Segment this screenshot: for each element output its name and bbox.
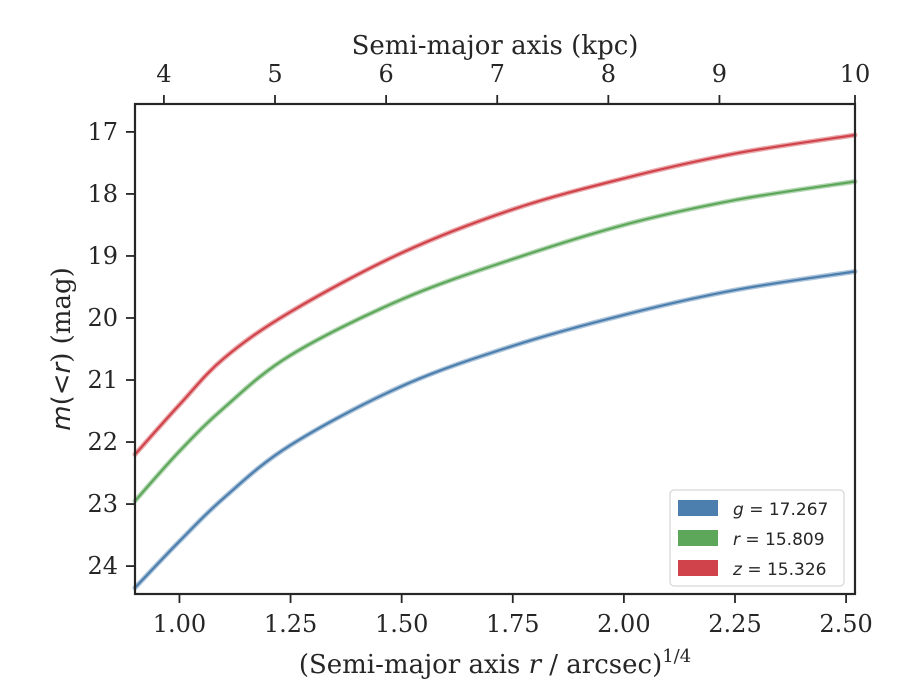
- x-tick-label: 1.75: [486, 610, 539, 638]
- legend-label-r: r = 15.809: [733, 530, 825, 550]
- y-tick-label: 21: [87, 366, 118, 394]
- series-line-r: [133, 180, 857, 503]
- top-tick-label: 10: [840, 60, 871, 88]
- x-tick-label: 1.50: [375, 610, 428, 638]
- legend: g = 17.267 r = 15.809 z = 15.326: [669, 489, 845, 587]
- legend-swatch-g: [678, 500, 718, 516]
- series-layer: [132, 132, 858, 591]
- top-tick-label: 5: [267, 60, 282, 88]
- ticks-layer: 1.00 1.25 1.50 1.75 2.00 2.25 2.50 17 18 19 20 21 22…: [87, 60, 872, 638]
- legend-entry-g: g = 17.267: [678, 500, 828, 520]
- y-tick-label: 18: [87, 180, 118, 208]
- x-tick-label: 2.25: [708, 610, 761, 638]
- top-tick-label: 6: [378, 60, 393, 88]
- y-tick-label: 22: [87, 428, 118, 456]
- plot-frame: [133, 102, 857, 596]
- y-tick-label: 19: [87, 242, 118, 270]
- y-tick-label: 24: [87, 552, 118, 580]
- top-tick-label: 7: [490, 60, 505, 88]
- top-tick-label: 4: [156, 60, 171, 88]
- series-line-z: [133, 133, 857, 456]
- x-tick-label: 2.00: [597, 610, 650, 638]
- top-tick-label: 9: [712, 60, 727, 88]
- x-tick-label: 1.00: [153, 610, 206, 638]
- series-band-z: [132, 132, 858, 457]
- y-tick-label: 17: [87, 118, 118, 146]
- legend-swatch-z: [678, 560, 718, 576]
- y-tick-label: 23: [87, 490, 118, 518]
- x-tick-label: 1.25: [264, 610, 317, 638]
- y-axis-label: m(<r) (mag): [47, 267, 77, 430]
- legend-entry-r: r = 15.809: [678, 530, 825, 550]
- legend-label-z: z = 15.326: [732, 560, 826, 580]
- top-x-axis-label: Semi-major axis (kpc): [352, 31, 639, 61]
- x-axis-label: (Semi-major axis r / arcsec)1/4: [299, 646, 691, 680]
- series-line-g: [133, 270, 857, 589]
- legend-entry-z: z = 15.326: [678, 560, 826, 580]
- y-tick-label: 20: [87, 304, 118, 332]
- legend-swatch-r: [678, 530, 718, 546]
- legend-label-g: g = 17.267: [733, 500, 828, 520]
- x-tick-label: 2.50: [819, 610, 872, 638]
- top-tick-label: 8: [601, 60, 616, 88]
